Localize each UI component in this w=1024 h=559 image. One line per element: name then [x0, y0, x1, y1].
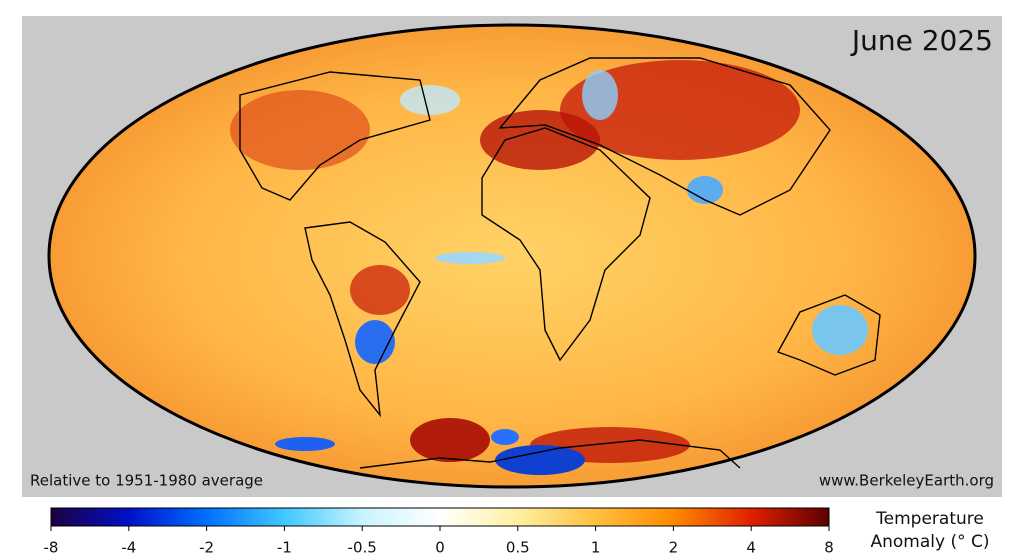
colorbar	[50, 507, 830, 527]
colorbar-tick-label: 0	[435, 539, 445, 557]
anomaly-field	[49, 25, 975, 487]
title: June 2025	[850, 24, 993, 57]
colorbar-tick-label: 8	[824, 539, 834, 557]
globe-outline	[47, 23, 977, 489]
colorbar-tick-label: 4	[746, 539, 756, 557]
colorbar-tick-label: 2	[669, 539, 679, 557]
source: www.BerkeleyEarth.org	[819, 472, 994, 490]
baseline-note: Relative to 1951-1980 average	[30, 472, 263, 490]
colorbar-label: Anomaly (° C)	[870, 532, 989, 552]
colorbar-label: Temperature	[875, 509, 984, 529]
colorbar-tick-label: -1	[277, 539, 292, 557]
colorbar-tick-label: -0.5	[348, 539, 377, 557]
coastlines	[239, 57, 881, 469]
colorbar-tick-label: -8	[44, 539, 59, 557]
colorbar-tick-label: 0.5	[506, 539, 530, 557]
colorbar-tick-label: -4	[121, 539, 136, 557]
colorbar-tick-label: 1	[591, 539, 601, 557]
colorbar-tick-label: -2	[199, 539, 214, 557]
